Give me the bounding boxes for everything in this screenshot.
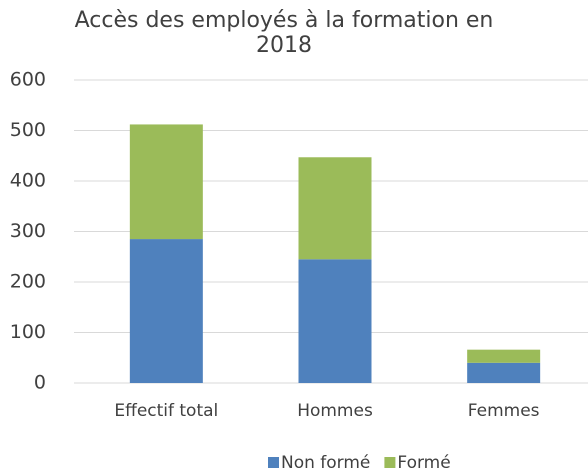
legend-swatch (384, 457, 396, 468)
bar-segment (129, 239, 203, 383)
chart-title: Accès des employés à la formation en 201… (74, 8, 494, 58)
x-tick-label: Femmes (468, 401, 540, 421)
y-tick-label: 200 (10, 271, 46, 293)
y-tick-label: 0 (34, 372, 46, 394)
y-tick-label: 100 (10, 321, 46, 343)
bar-segment (467, 349, 541, 363)
legend-label: Formé (397, 453, 450, 473)
bar-segment (298, 157, 372, 260)
bar-segment (467, 362, 541, 383)
y-tick-label: 500 (10, 119, 46, 141)
y-tick-label: 600 (10, 69, 46, 91)
legend-swatch (268, 457, 279, 468)
x-tick-label: Effectif total (114, 401, 218, 421)
legend-label: Non formé (281, 453, 370, 473)
x-tick-label: Hommes (297, 401, 373, 421)
bar-segment (129, 124, 203, 240)
y-tick-label: 300 (10, 220, 46, 242)
y-tick-label: 400 (10, 170, 46, 192)
bar-segment (298, 259, 372, 383)
